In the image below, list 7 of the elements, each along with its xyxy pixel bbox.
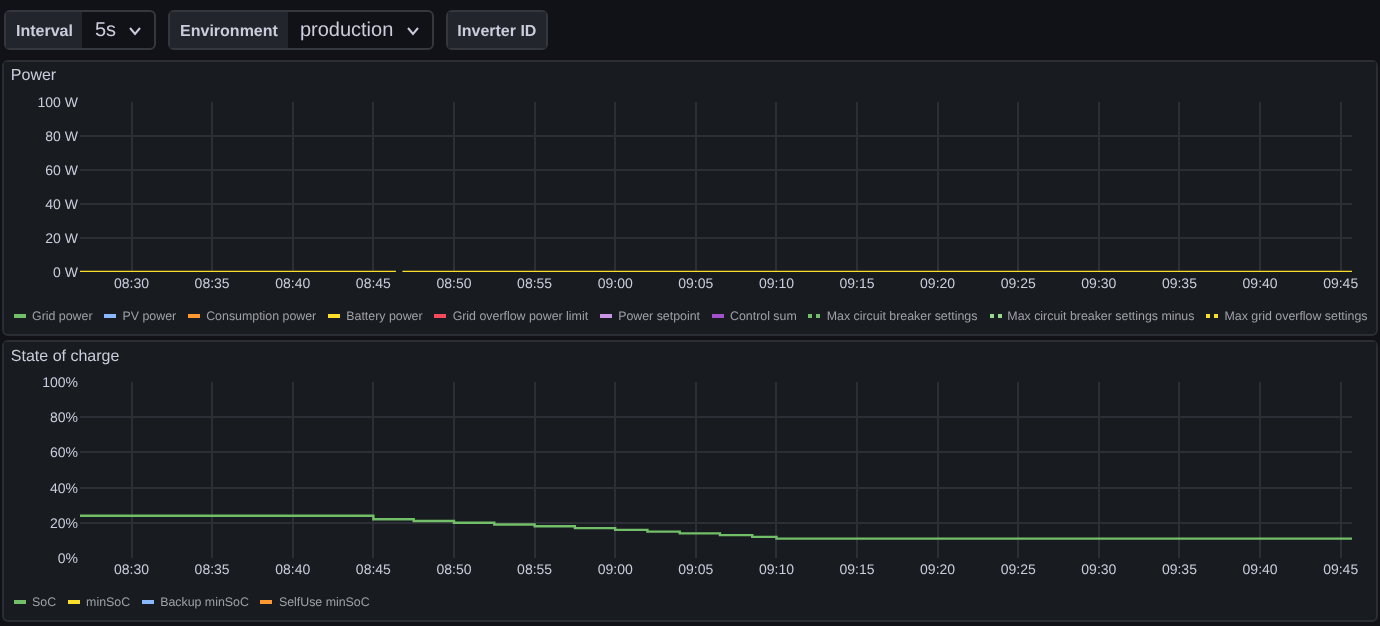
chart-title: Power (10, 66, 57, 85)
text: production (299, 19, 394, 41)
text: Inverter ID (447, 12, 547, 48)
text: 5s (94, 19, 117, 41)
text: Environment (170, 12, 288, 48)
text: Interval (6, 12, 83, 48)
chart-title: State of charge (10, 346, 121, 365)
